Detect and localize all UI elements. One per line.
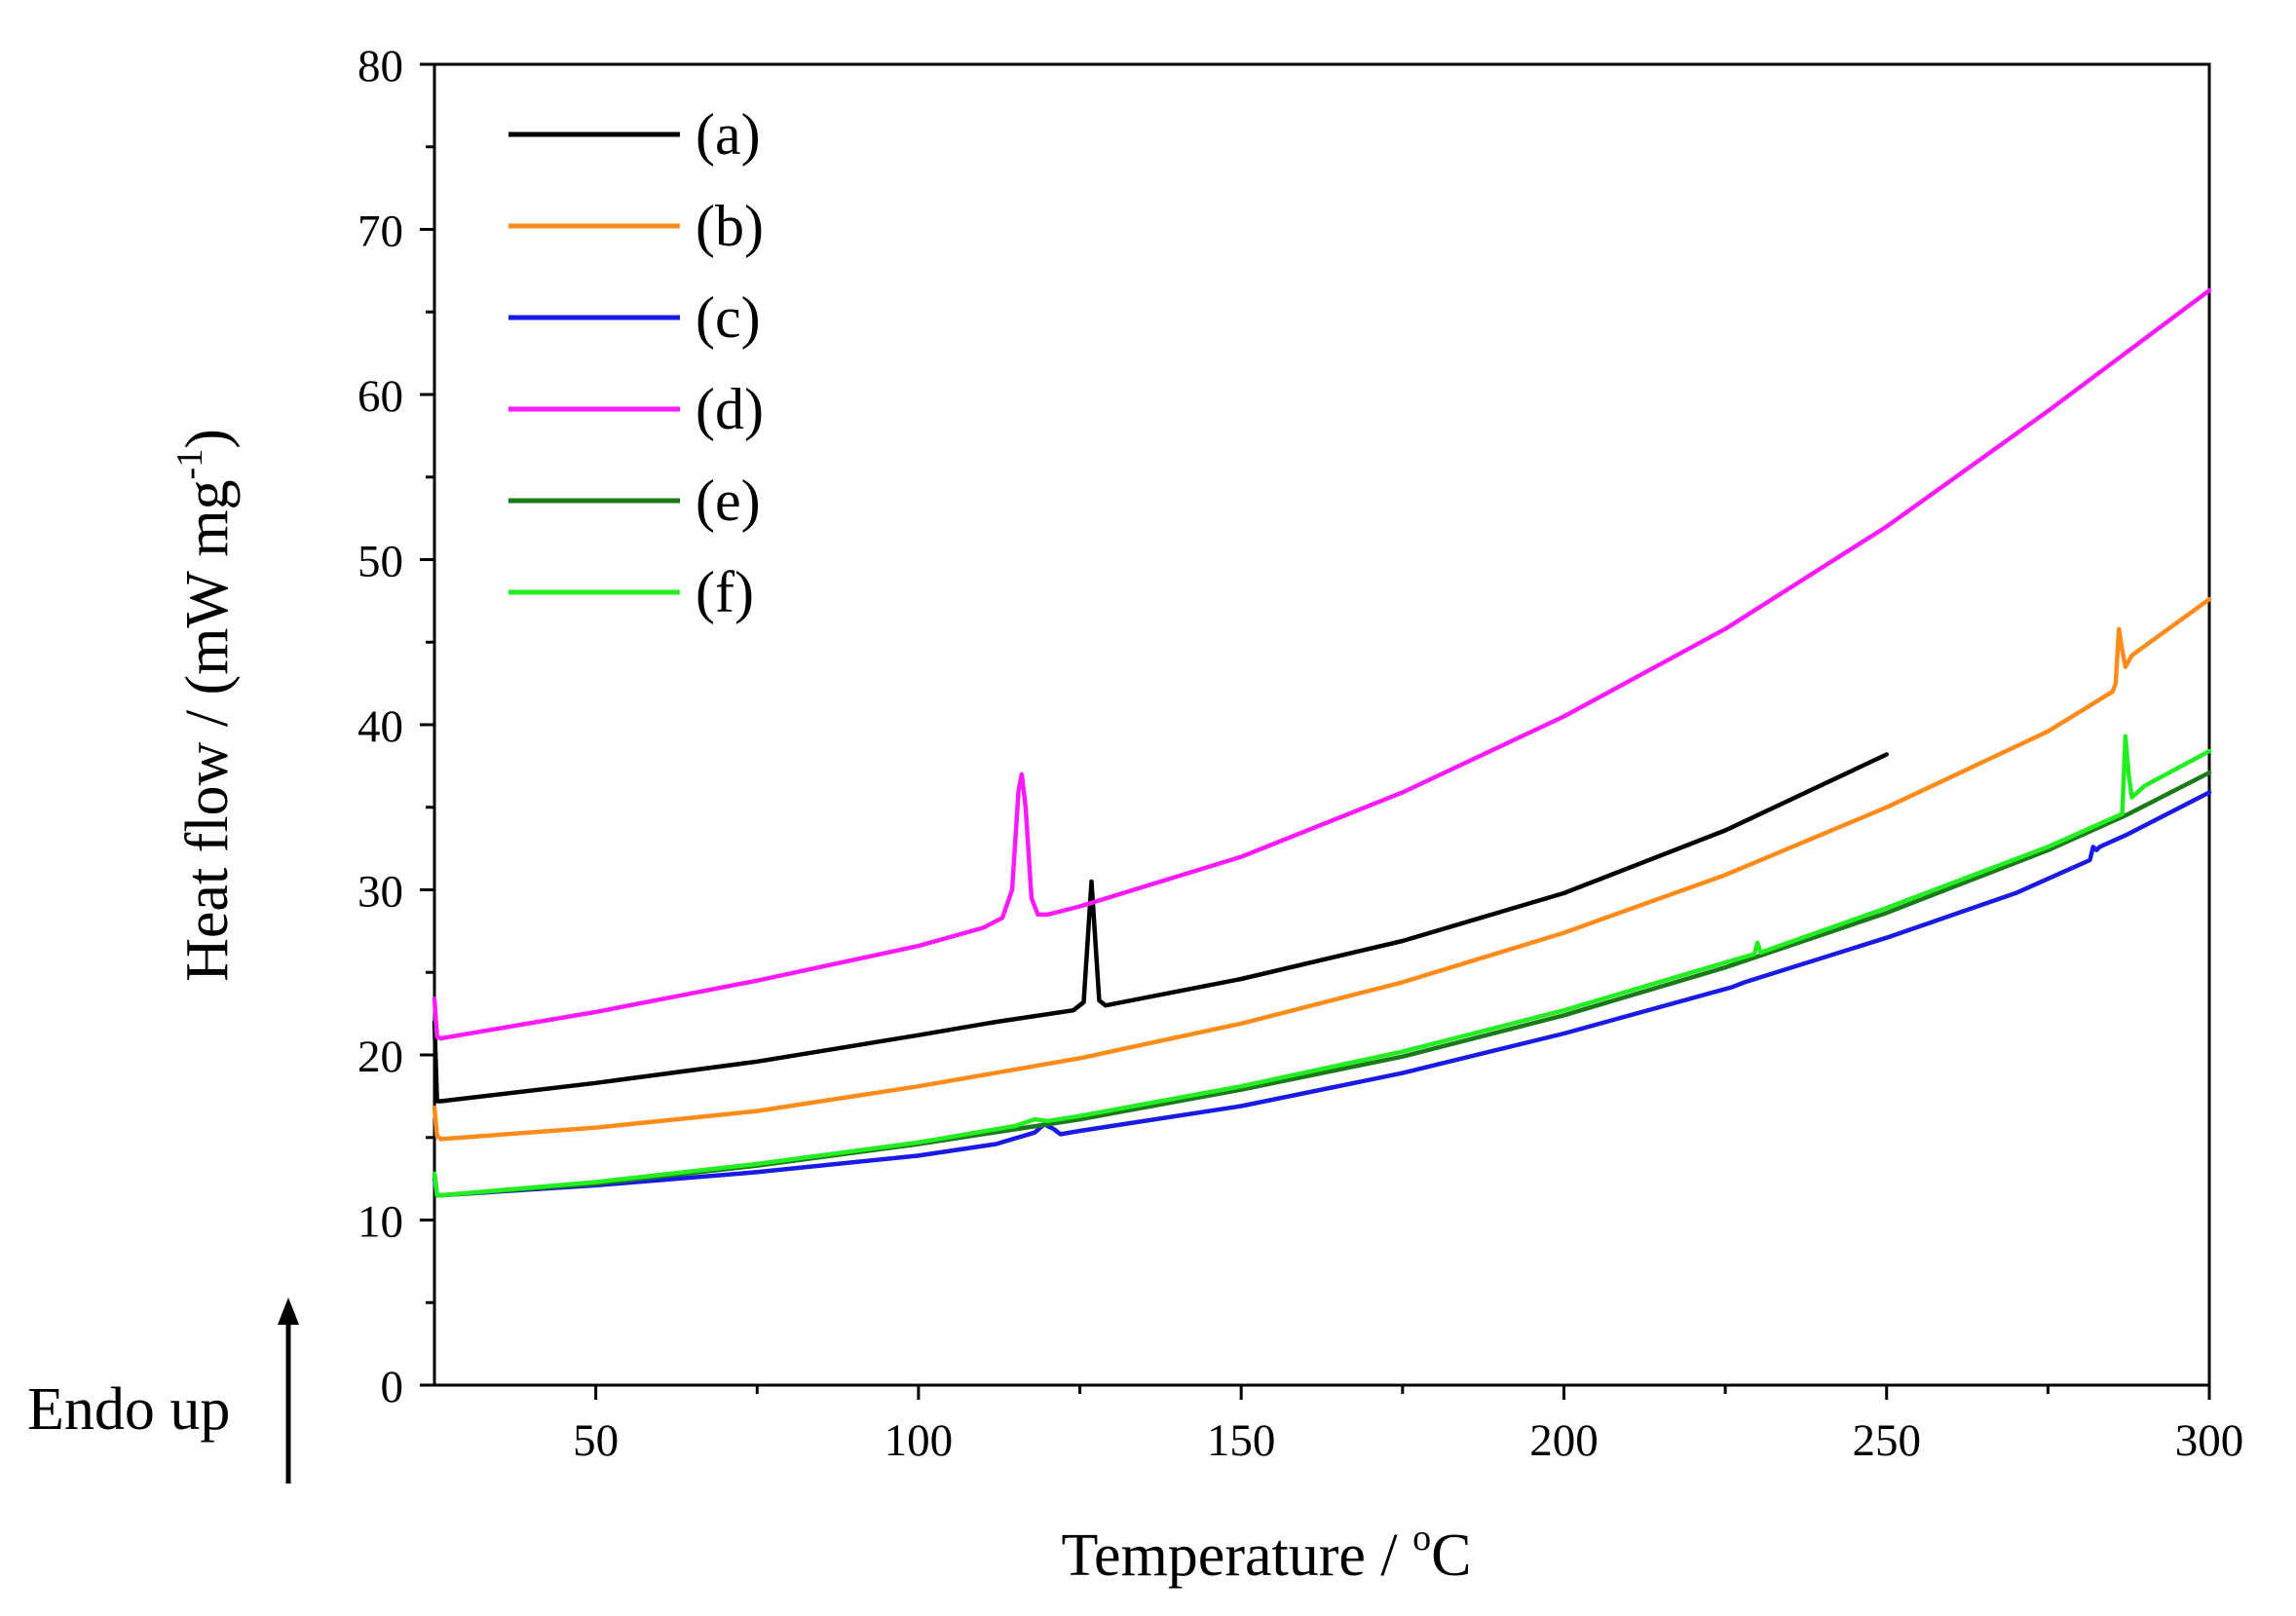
legend-label-d: (d) (696, 377, 764, 441)
legend-label-a: (a) (696, 102, 761, 167)
y-tick-label: 70 (358, 207, 403, 257)
y-axis-title-end: ) (174, 429, 241, 449)
y-tick-label: 0 (381, 1362, 404, 1412)
y-tick-label: 80 (358, 41, 403, 92)
legend-label-c: (c) (696, 285, 761, 350)
y-tick-label: 50 (358, 537, 403, 587)
legend-label-e: (e) (696, 469, 761, 533)
endo-up-annotation: Endo up (27, 1297, 299, 1484)
legend-label-b: (b) (696, 194, 764, 258)
data-series (432, 287, 2212, 1198)
endo-up-arrow-head-icon (278, 1297, 299, 1325)
x-tick-label: 200 (1529, 1415, 1599, 1466)
axis-tick-labels: 50 100 150 200 250 300 0 10 20 30 40 50 60 70 80 (358, 41, 2243, 1466)
series-line-e (432, 770, 2212, 1198)
x-tick-label: 250 (1852, 1415, 1921, 1466)
plot-frame (433, 62, 2211, 1387)
y-tick-label: 40 (358, 701, 403, 752)
x-axis-title-text: Temperature / (1062, 1522, 1413, 1589)
plot-area-border (433, 62, 2211, 1387)
x-tick-label: 300 (2175, 1415, 2244, 1466)
x-axis-title-unit: C (1431, 1522, 1471, 1589)
series-line-b (432, 596, 2212, 1142)
y-axis-title-superscript: -1 (169, 449, 210, 480)
series-line-f (432, 733, 2212, 1198)
y-tick-label: 10 (358, 1197, 403, 1248)
legend: (a) (b) (c) (d) (e) (f) (508, 102, 764, 624)
legend-label-f: (f) (696, 560, 754, 624)
series-line-d (432, 287, 2212, 1041)
x-axis-title: Temperature / oC (1062, 1518, 1472, 1589)
y-tick-label: 30 (358, 867, 403, 918)
y-axis-title: Heat flow / (mW mg-1) (169, 429, 241, 982)
y-tick-label: 20 (358, 1032, 403, 1082)
x-axis-title-superscript: o (1412, 1518, 1431, 1559)
axis-ticks (420, 62, 2211, 1400)
y-tick-label: 60 (358, 371, 403, 422)
x-tick-label: 100 (885, 1415, 954, 1466)
y-axis-title-text: Heat flow / (mW mg (174, 479, 241, 981)
endo-up-label: Endo up (27, 1376, 230, 1443)
x-tick-label: 50 (573, 1415, 619, 1466)
series-line-a (432, 752, 1889, 1104)
x-tick-label: 150 (1207, 1415, 1276, 1466)
series-line-c (432, 790, 2212, 1198)
